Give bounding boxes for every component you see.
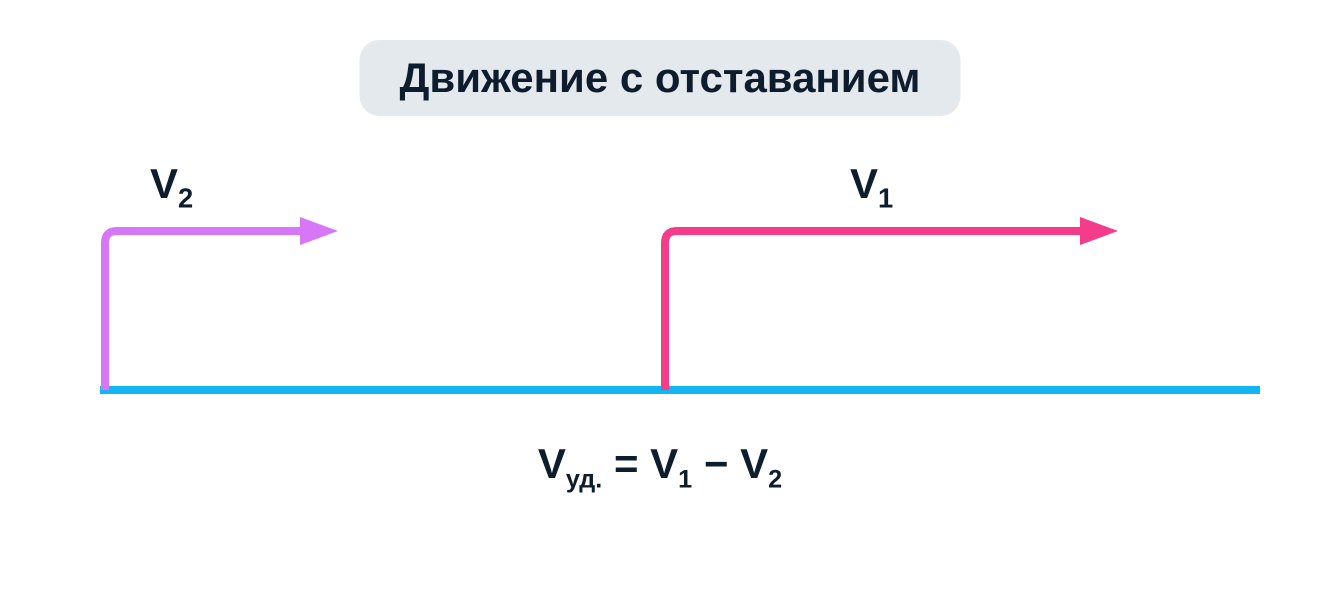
label-v1: V1	[850, 160, 893, 214]
label-v2: V2	[150, 160, 193, 214]
title-text: Движение с отставанием	[400, 54, 921, 101]
label-v1-base: V	[850, 160, 878, 207]
label-v1-sub: 1	[878, 182, 893, 213]
label-v2-sub: 2	[178, 182, 193, 213]
title-badge: Движение с отставанием	[360, 40, 961, 116]
label-v2-base: V	[150, 160, 178, 207]
formula: Vуд. = V1 − V2	[538, 440, 782, 494]
